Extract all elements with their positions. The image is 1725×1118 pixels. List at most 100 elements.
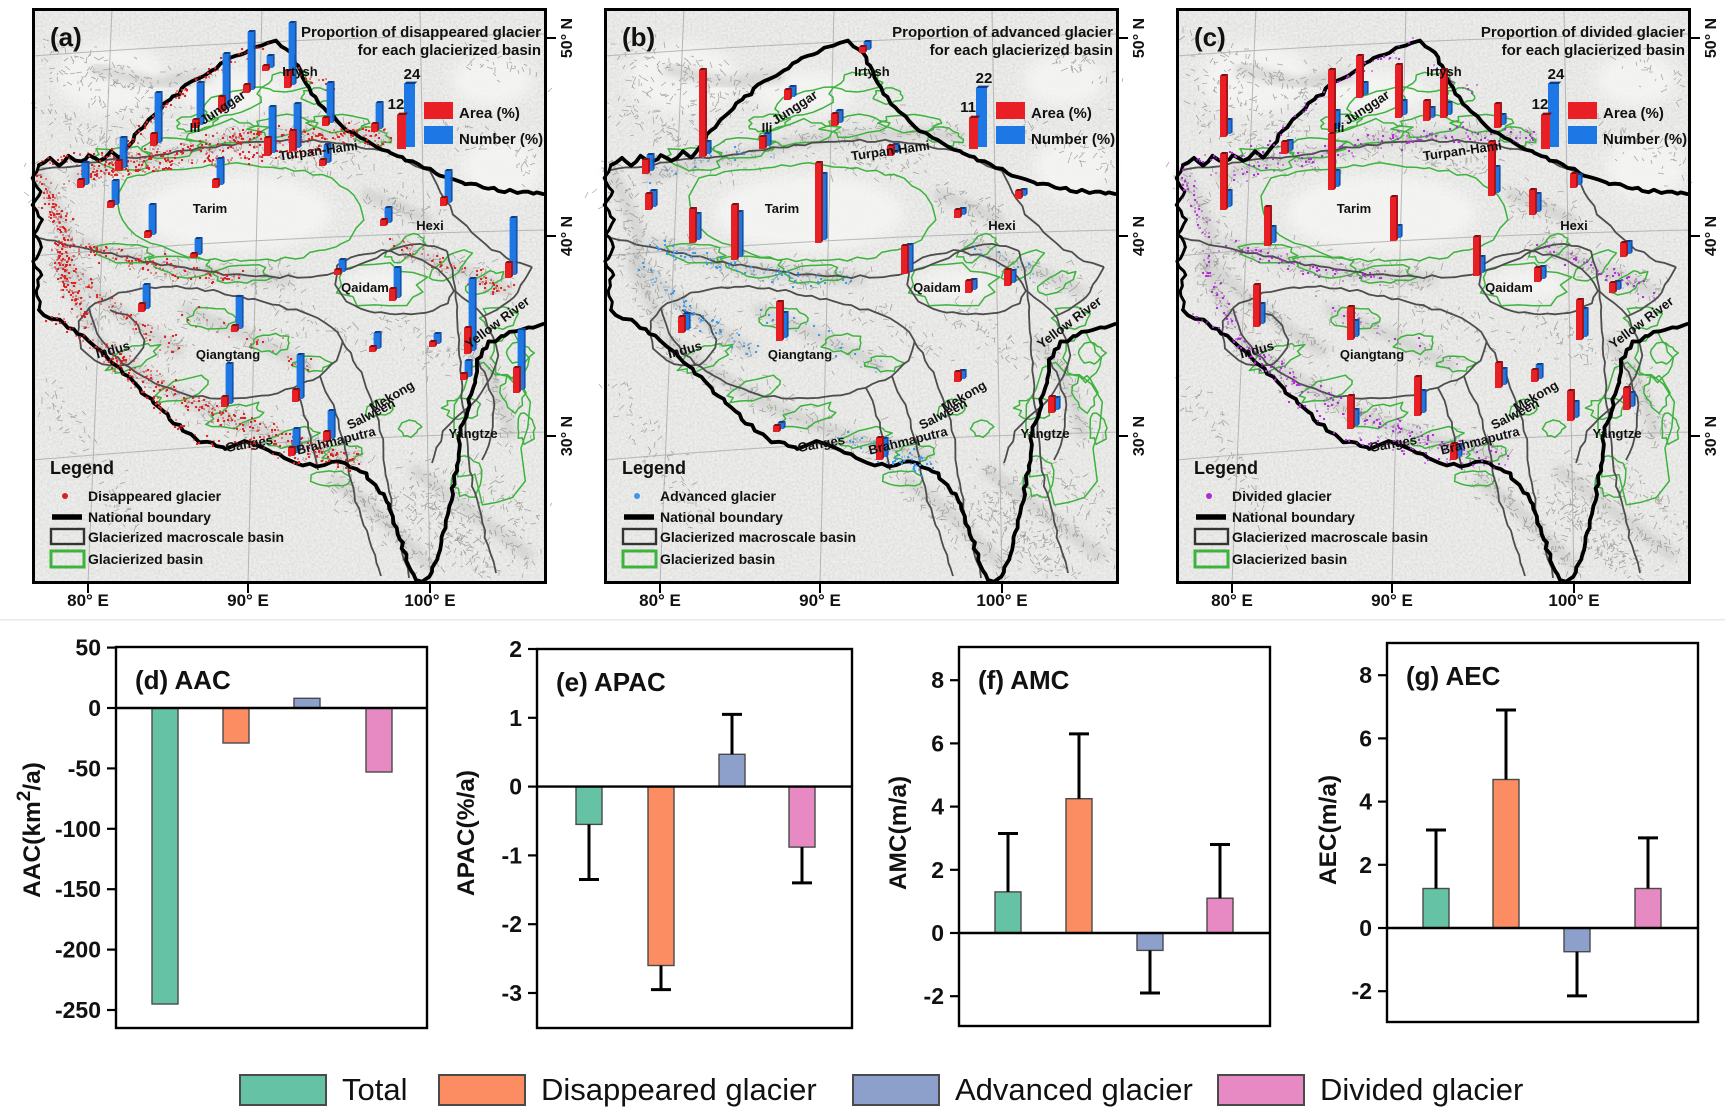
svg-text:Disappeared glacier: Disappeared glacier <box>541 1072 817 1107</box>
svg-text:Area (%): Area (%) <box>459 105 520 122</box>
svg-text:AEC(m/a): AEC(m/a) <box>1315 775 1342 885</box>
svg-text:Qaidam: Qaidam <box>341 280 389 295</box>
svg-text:Glacierized macroscale basin: Glacierized macroscale basin <box>660 529 856 545</box>
svg-text:Tarim: Tarim <box>1337 201 1371 216</box>
svg-text:0: 0 <box>509 774 522 800</box>
svg-text:Glacierized macroscale basin: Glacierized macroscale basin <box>88 529 284 545</box>
svg-text:National boundary: National boundary <box>88 509 211 525</box>
svg-text:Divided glacier: Divided glacier <box>1232 488 1332 504</box>
svg-text:(f) AMC: (f) AMC <box>978 665 1070 695</box>
svg-text:80° E: 80° E <box>639 591 681 610</box>
svg-text:30° N: 30° N <box>1703 416 1720 456</box>
svg-text:90° E: 90° E <box>227 591 269 610</box>
svg-text:100° E: 100° E <box>976 591 1027 610</box>
svg-text:40° N: 40° N <box>1131 216 1148 256</box>
svg-text:AMC(m/a): AMC(m/a) <box>885 776 912 890</box>
svg-text:12: 12 <box>388 96 405 113</box>
svg-text:Number (%): Number (%) <box>1031 131 1115 148</box>
svg-text:for each glacierized basin: for each glacierized basin <box>358 42 541 59</box>
svg-text:Qaidam: Qaidam <box>913 280 961 295</box>
svg-text:-3: -3 <box>502 980 522 1006</box>
svg-text:8: 8 <box>1359 662 1372 688</box>
svg-text:Glacierized basin: Glacierized basin <box>88 551 203 567</box>
svg-text:Yangtze: Yangtze <box>1592 426 1641 441</box>
svg-text:-2: -2 <box>502 911 522 937</box>
svg-text:Divided glacier: Divided glacier <box>1320 1072 1523 1107</box>
svg-text:100° E: 100° E <box>404 591 455 610</box>
svg-text:for each glacierized basin: for each glacierized basin <box>1502 42 1685 59</box>
svg-text:Hexi: Hexi <box>1560 218 1587 233</box>
svg-text:4: 4 <box>1359 789 1372 815</box>
svg-text:Advanced glacier: Advanced glacier <box>955 1072 1193 1107</box>
svg-text:Proportion of divided glacier: Proportion of divided glacier <box>1481 24 1685 41</box>
svg-text:50° N: 50° N <box>1703 18 1720 58</box>
svg-text:-2: -2 <box>924 983 944 1009</box>
svg-text:11: 11 <box>960 99 976 116</box>
svg-text:Tarim: Tarim <box>765 201 799 216</box>
svg-text:Total: Total <box>342 1072 407 1107</box>
svg-text:1: 1 <box>509 705 522 731</box>
svg-text:-50: -50 <box>68 755 101 781</box>
svg-text:National boundary: National boundary <box>660 509 783 525</box>
svg-text:Ili: Ili <box>1334 120 1345 135</box>
svg-text:Qaidam: Qaidam <box>1485 280 1533 295</box>
svg-text:APAC(%/a): APAC(%/a) <box>453 770 480 896</box>
svg-text:AAC(km2/a): AAC(km2/a) <box>14 762 46 898</box>
svg-text:50° N: 50° N <box>1131 18 1148 58</box>
svg-text:Yangtze: Yangtze <box>1020 426 1069 441</box>
svg-text:Irtysh: Irtysh <box>282 64 317 79</box>
svg-text:Legend: Legend <box>50 458 114 478</box>
svg-text:Legend: Legend <box>622 458 686 478</box>
svg-text:24: 24 <box>404 66 421 83</box>
svg-text:Area (%): Area (%) <box>1031 105 1092 122</box>
svg-text:12: 12 <box>1532 96 1549 113</box>
svg-text:4: 4 <box>931 794 944 820</box>
svg-text:-2: -2 <box>1352 978 1372 1004</box>
svg-text:30° N: 30° N <box>559 416 576 456</box>
svg-text:(a): (a) <box>50 22 82 52</box>
svg-text:-250: -250 <box>55 997 101 1023</box>
svg-text:0: 0 <box>88 695 101 721</box>
svg-text:6: 6 <box>931 730 944 756</box>
svg-text:-200: -200 <box>55 937 101 963</box>
svg-text:Qiangtang: Qiangtang <box>768 347 832 362</box>
svg-text:Proportion of advanced glacier: Proportion of advanced glacier <box>892 24 1113 41</box>
svg-text:Disappeared glacier: Disappeared glacier <box>88 488 222 504</box>
svg-text:2: 2 <box>509 636 522 662</box>
svg-text:(g) AEC: (g) AEC <box>1406 661 1501 691</box>
svg-text:-100: -100 <box>55 816 101 842</box>
svg-text:Number (%): Number (%) <box>459 131 543 148</box>
svg-text:Hexi: Hexi <box>416 218 443 233</box>
svg-text:2: 2 <box>931 857 944 883</box>
svg-text:Proportion of disappeared glac: Proportion of disappeared glacier <box>301 24 541 41</box>
svg-text:40° N: 40° N <box>1703 216 1720 256</box>
svg-text:Qiangtang: Qiangtang <box>1340 347 1404 362</box>
svg-text:80° E: 80° E <box>1211 591 1253 610</box>
svg-text:Advanced glacier: Advanced glacier <box>660 488 776 504</box>
svg-text:22: 22 <box>976 70 993 87</box>
svg-text:Qiangtang: Qiangtang <box>196 347 260 362</box>
svg-text:80° E: 80° E <box>67 591 109 610</box>
svg-text:Number (%): Number (%) <box>1603 131 1687 148</box>
svg-text:Glacierized macroscale basin: Glacierized macroscale basin <box>1232 529 1428 545</box>
svg-text:-1: -1 <box>502 842 523 868</box>
svg-text:50: 50 <box>75 635 101 661</box>
svg-text:30° N: 30° N <box>1131 416 1148 456</box>
svg-text:Area (%): Area (%) <box>1603 105 1664 122</box>
svg-text:90° E: 90° E <box>1371 591 1413 610</box>
svg-text:0: 0 <box>1359 915 1372 941</box>
svg-text:Ili: Ili <box>762 120 773 135</box>
svg-text:for each glacierized basin: for each glacierized basin <box>930 42 1113 59</box>
svg-text:50° N: 50° N <box>559 18 576 58</box>
svg-text:(e) APAC: (e) APAC <box>556 667 666 697</box>
svg-text:24: 24 <box>1548 66 1565 83</box>
svg-text:Irtysh: Irtysh <box>854 64 889 79</box>
svg-text:90° E: 90° E <box>799 591 841 610</box>
svg-text:Tarim: Tarim <box>193 201 227 216</box>
svg-text:Irtysh: Irtysh <box>1426 64 1461 79</box>
svg-text:National boundary: National boundary <box>1232 509 1355 525</box>
svg-text:(c): (c) <box>1194 22 1226 52</box>
svg-text:-150: -150 <box>55 876 101 902</box>
svg-text:8: 8 <box>931 667 944 693</box>
svg-text:0: 0 <box>931 920 944 946</box>
